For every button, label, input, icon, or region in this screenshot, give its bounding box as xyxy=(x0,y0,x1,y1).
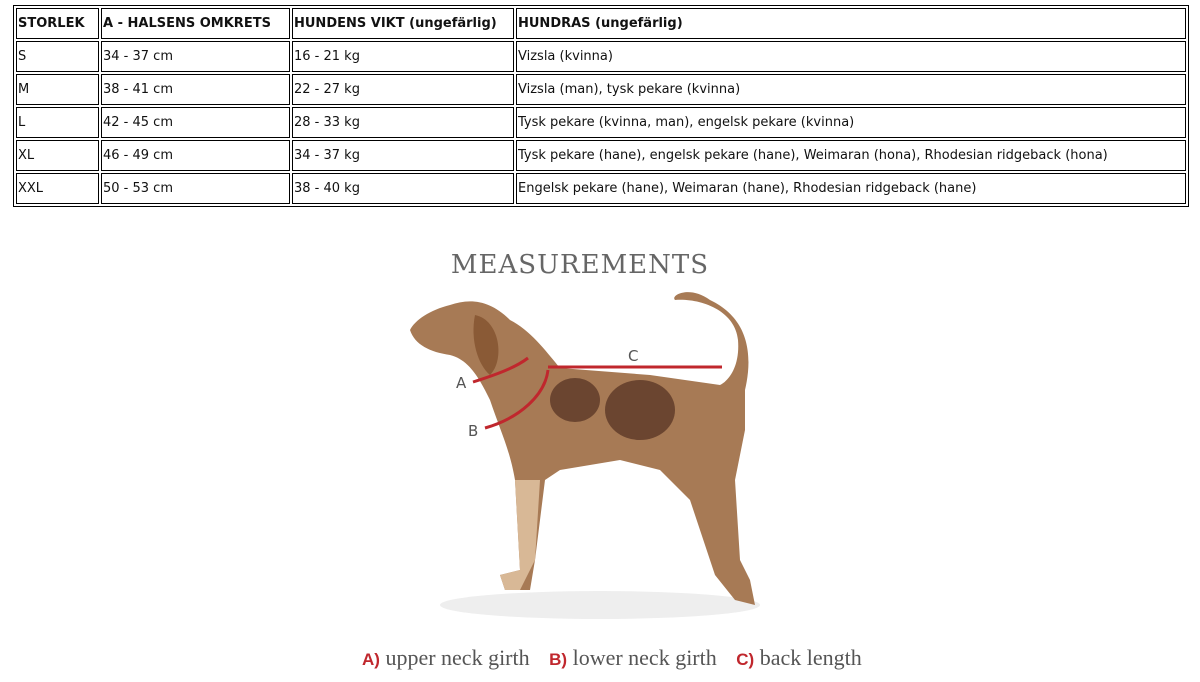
shadow xyxy=(440,591,760,619)
table-header-row: STORLEK A - HALSENS OMKRETS HUNDENS VIKT… xyxy=(16,8,1186,39)
figure-title: MEASUREMENTS xyxy=(450,250,710,280)
table-cell: 38 - 41 cm xyxy=(101,74,290,105)
table-cell: Engelsk pekare (hane), Weimaran (hane), … xyxy=(516,173,1186,204)
table-cell: Tysk pekare (hane), engelsk pekare (hane… xyxy=(516,140,1186,171)
table-row: S 34 - 37 cm 16 - 21 kg Vizsla (kvinna) xyxy=(16,41,1186,72)
marker-line-b xyxy=(484,369,550,430)
table-cell: 50 - 53 cm xyxy=(101,173,290,204)
header-breed: HUNDRAS (ungefärlig) xyxy=(516,8,1186,39)
table-cell: M xyxy=(16,74,99,105)
table-cell: 28 - 33 kg xyxy=(292,107,514,138)
marker-b: B xyxy=(468,422,478,440)
table-cell: Tysk pekare (kvinna, man), engelsk pekar… xyxy=(516,107,1186,138)
table-cell: 38 - 40 kg xyxy=(292,173,514,204)
dog-measurement-illustration: A B C xyxy=(410,292,760,619)
table-cell: Vizsla (man), tysk pekare (kvinna) xyxy=(516,74,1186,105)
table-cell: 46 - 49 cm xyxy=(101,140,290,171)
table-cell: 42 - 45 cm xyxy=(101,107,290,138)
dog-image xyxy=(410,292,755,605)
table-cell: 16 - 21 kg xyxy=(292,41,514,72)
table-row: M 38 - 41 cm 22 - 27 kg Vizsla (man), tysk … xyxy=(16,74,1186,105)
measurement-legend: A) upper neck girth B) lower neck girth … xyxy=(362,645,862,671)
table-cell: Vizsla (kvinna) xyxy=(516,41,1186,72)
header-storlek: STORLEK xyxy=(16,8,99,39)
table-cell: XXL xyxy=(16,173,99,204)
table-row: L 42 - 45 cm 28 - 33 kg Tysk pekare (kvinna… xyxy=(16,107,1186,138)
table-cell: S xyxy=(16,41,99,72)
size-table: STORLEK A - HALSENS OMKRETS HUNDENS VIKT… xyxy=(13,5,1189,207)
table-row: XL 46 - 49 cm 34 - 37 kg Tysk pekare (hane)… xyxy=(16,140,1186,171)
legend-item-b: B) lower neck girth xyxy=(549,645,717,670)
table-cell: XL xyxy=(16,140,99,171)
table-row: XXL 50 - 53 cm 38 - 40 kg Engelsk pekare (h… xyxy=(16,173,1186,204)
marker-a: A xyxy=(456,374,467,392)
table-cell: 34 - 37 cm xyxy=(101,41,290,72)
header-neck: A - HALSENS OMKRETS xyxy=(101,8,290,39)
legend-item-a: A) upper neck girth xyxy=(362,645,530,670)
marker-line-a xyxy=(472,356,529,384)
legend-item-c: C) back length xyxy=(736,645,862,670)
table-cell: L xyxy=(16,107,99,138)
marker-c: C xyxy=(628,347,638,365)
header-weight: HUNDENS VIKT (ungefärlig) xyxy=(292,8,514,39)
table-cell: 22 - 27 kg xyxy=(292,74,514,105)
table-cell: 34 - 37 kg xyxy=(292,140,514,171)
